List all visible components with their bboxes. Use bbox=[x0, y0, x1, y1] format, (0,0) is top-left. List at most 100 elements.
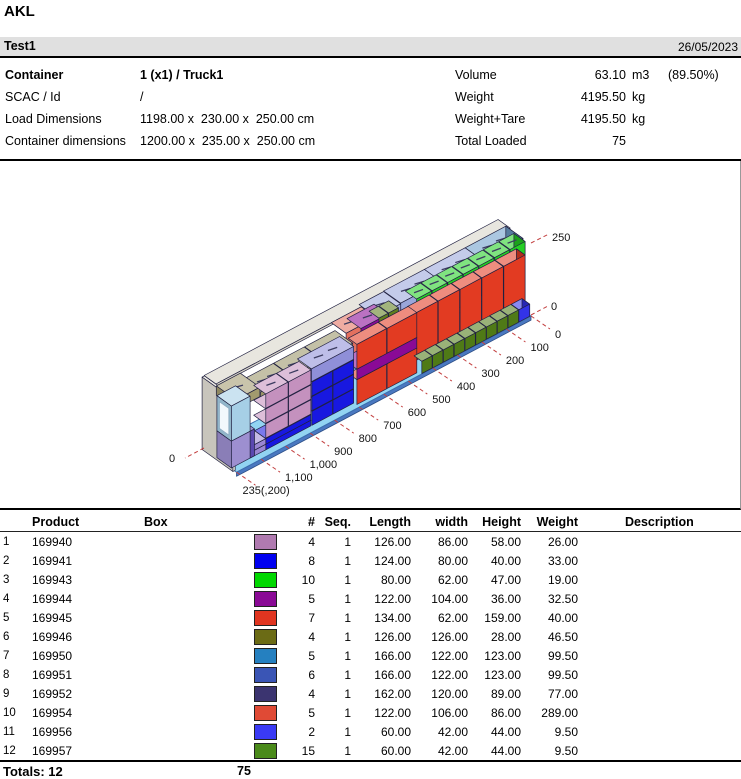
quantity: 4 bbox=[308, 534, 315, 549]
box-color-swatch bbox=[254, 647, 277, 664]
load-plan-3d-svg: 0 100 200 300 400 500 600 700 800 9001,0001,10023… bbox=[169, 219, 570, 497]
length: 124.00 bbox=[374, 553, 411, 568]
scene-line bbox=[184, 447, 205, 459]
table-row: 4 169944 5 1 122.00 104.00 36.00 32.50 bbox=[0, 589, 741, 608]
header-qty: # bbox=[308, 514, 315, 529]
header-product: Product bbox=[32, 514, 80, 529]
height: 89.00 bbox=[490, 686, 521, 701]
scene-line bbox=[334, 419, 354, 434]
box-color-swatch bbox=[254, 685, 277, 702]
box-cell bbox=[143, 571, 277, 588]
scene-shape bbox=[453, 338, 465, 357]
info-unit: kg bbox=[632, 90, 646, 104]
height: 28.00 bbox=[490, 629, 521, 644]
scene-line bbox=[444, 272, 455, 277]
info-label: SCAC / Id bbox=[5, 90, 61, 104]
info-label: Weight bbox=[455, 90, 494, 104]
weight: 289.00 bbox=[541, 705, 578, 720]
table-row: 1 169940 4 1 126.00 86.00 58.00 26.00 bbox=[0, 532, 741, 551]
scene-shape bbox=[288, 369, 312, 397]
table-row: 7 169950 5 1 166.00 122.00 123.00 99.50 bbox=[0, 646, 741, 665]
quantity: 4 bbox=[308, 629, 315, 644]
scene-shape bbox=[432, 349, 444, 369]
width: 122.00 bbox=[431, 648, 468, 663]
info-value: 1200.00 x 235.00 x 250.00 cm bbox=[140, 134, 316, 148]
axis-tick-label: 900 bbox=[334, 446, 352, 458]
weight: 9.50 bbox=[554, 724, 578, 739]
product-id: 169944 bbox=[32, 591, 73, 606]
axis-tick-label: 250 bbox=[552, 232, 570, 244]
header-height: Height bbox=[482, 514, 521, 529]
sequence: 1 bbox=[344, 686, 351, 701]
weight: 9.50 bbox=[554, 743, 578, 758]
width: 62.00 bbox=[437, 610, 468, 625]
info-value: 4195.50 bbox=[580, 90, 626, 104]
box-cell bbox=[143, 647, 277, 664]
height: 40.00 bbox=[490, 553, 521, 568]
products-table: Product Box # Seq. Length width Height W… bbox=[0, 512, 741, 779]
row-number: 9 bbox=[3, 687, 10, 700]
length: 122.00 bbox=[374, 591, 411, 606]
info-value: 1198.00 x 230.00 x 250.00 cm bbox=[140, 112, 315, 126]
box-cell bbox=[143, 590, 277, 607]
scene-line bbox=[413, 288, 424, 294]
weight: 40.00 bbox=[547, 610, 578, 625]
table-row: 8 169951 6 1 166.00 122.00 123.00 99.50 bbox=[0, 665, 741, 684]
scene-shape bbox=[288, 384, 312, 412]
weight: 77.00 bbox=[547, 686, 578, 701]
totals-quantity: 75 bbox=[237, 764, 251, 778]
info-value: 75 bbox=[612, 134, 626, 148]
scene-line bbox=[530, 315, 551, 330]
table-row: 5 169945 7 1 134.00 62.00 159.00 40.00 bbox=[0, 608, 741, 627]
height: 159.00 bbox=[484, 610, 521, 625]
length: 162.00 bbox=[374, 686, 411, 701]
scene-shape bbox=[311, 370, 333, 397]
axis-tick-label: 1,000 bbox=[310, 459, 338, 471]
length: 166.00 bbox=[374, 667, 411, 682]
quantity: 4 bbox=[308, 686, 315, 701]
height: 58.00 bbox=[490, 534, 521, 549]
info-extra: (89.50%) bbox=[668, 68, 719, 82]
width: 122.00 bbox=[431, 667, 468, 682]
scene-shape bbox=[332, 388, 354, 415]
weight: 19.00 bbox=[547, 572, 578, 587]
sequence: 1 bbox=[344, 743, 351, 758]
box-color-swatch bbox=[254, 704, 277, 721]
height: 36.00 bbox=[490, 591, 521, 606]
quantity: 5 bbox=[308, 591, 315, 606]
box-color-swatch bbox=[254, 590, 277, 607]
scene-line bbox=[429, 280, 439, 286]
width: 120.00 bbox=[431, 686, 468, 701]
box-cell bbox=[143, 723, 277, 740]
weight: 99.50 bbox=[547, 648, 578, 663]
scene-shape bbox=[475, 326, 487, 346]
page-title: AKL bbox=[4, 3, 35, 20]
scene-line bbox=[362, 314, 373, 319]
scene-shape bbox=[231, 395, 251, 442]
scene-shape bbox=[288, 399, 312, 427]
length: 60.00 bbox=[380, 743, 411, 758]
product-id: 169943 bbox=[32, 572, 73, 587]
quantity: 15 bbox=[301, 743, 315, 758]
row-number: 1 bbox=[3, 535, 10, 548]
width: 80.00 bbox=[437, 553, 468, 568]
scene-line bbox=[530, 233, 550, 244]
axis-tick-label: 0 bbox=[169, 453, 175, 465]
product-id: 169950 bbox=[32, 648, 73, 663]
axis-tick-label: 500 bbox=[432, 394, 450, 406]
product-id: 169956 bbox=[32, 724, 73, 739]
table-row: 12 169957 15 1 60.00 42.00 44.00 9.50 bbox=[0, 741, 741, 760]
scene-shape bbox=[518, 303, 531, 323]
scene-line bbox=[358, 406, 379, 421]
scene-line bbox=[285, 445, 305, 460]
row-number: 11 bbox=[3, 725, 15, 738]
quantity: 5 bbox=[308, 705, 315, 720]
scene-line bbox=[457, 354, 477, 369]
load-plan-3d-view: 0 100 200 300 400 500 600 700 800 900 1,000 1,100 23… bbox=[0, 161, 741, 510]
report-name: Test1 bbox=[4, 39, 36, 53]
row-number: 7 bbox=[3, 649, 10, 662]
row-number: 8 bbox=[3, 668, 10, 681]
row-number: 2 bbox=[3, 554, 10, 567]
scene-shape bbox=[311, 385, 333, 412]
width: 42.00 bbox=[437, 743, 468, 758]
